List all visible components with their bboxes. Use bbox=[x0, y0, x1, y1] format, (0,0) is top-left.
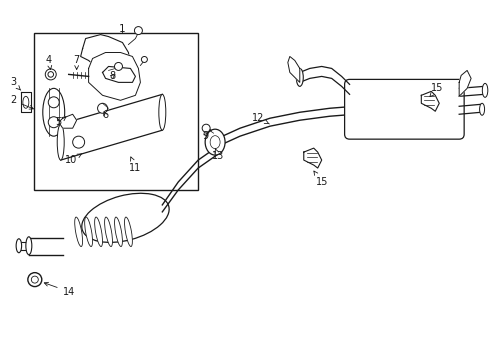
Text: 11: 11 bbox=[129, 157, 142, 173]
Circle shape bbox=[115, 62, 122, 71]
Text: 12: 12 bbox=[252, 113, 270, 124]
Text: 14: 14 bbox=[44, 282, 75, 297]
Ellipse shape bbox=[74, 217, 83, 247]
Circle shape bbox=[28, 273, 42, 287]
Text: 3: 3 bbox=[10, 77, 21, 90]
Ellipse shape bbox=[43, 88, 65, 136]
Ellipse shape bbox=[85, 217, 93, 247]
Polygon shape bbox=[81, 35, 130, 75]
Ellipse shape bbox=[210, 136, 220, 149]
Polygon shape bbox=[102, 67, 135, 82]
Text: 2: 2 bbox=[10, 95, 33, 109]
Circle shape bbox=[134, 27, 143, 35]
Ellipse shape bbox=[57, 124, 64, 160]
Text: 10: 10 bbox=[65, 154, 82, 165]
Polygon shape bbox=[59, 114, 76, 128]
Ellipse shape bbox=[159, 94, 166, 130]
Ellipse shape bbox=[205, 129, 225, 155]
Polygon shape bbox=[459, 71, 471, 96]
Text: 15: 15 bbox=[314, 171, 328, 187]
Circle shape bbox=[48, 72, 53, 77]
Ellipse shape bbox=[480, 103, 485, 115]
Ellipse shape bbox=[296, 68, 303, 86]
Circle shape bbox=[31, 276, 38, 283]
Polygon shape bbox=[421, 91, 439, 111]
Polygon shape bbox=[288, 57, 300, 82]
Text: 7: 7 bbox=[74, 55, 80, 69]
Circle shape bbox=[73, 136, 85, 148]
Ellipse shape bbox=[26, 237, 32, 255]
Ellipse shape bbox=[482, 84, 488, 97]
Ellipse shape bbox=[95, 217, 102, 247]
Text: 6: 6 bbox=[102, 110, 109, 120]
Ellipse shape bbox=[16, 239, 22, 253]
Polygon shape bbox=[21, 92, 31, 112]
Ellipse shape bbox=[82, 193, 169, 242]
Ellipse shape bbox=[23, 96, 29, 108]
Circle shape bbox=[142, 57, 147, 62]
Text: 8: 8 bbox=[109, 71, 116, 81]
Circle shape bbox=[45, 69, 56, 80]
Text: 5: 5 bbox=[55, 117, 66, 127]
Text: 1: 1 bbox=[119, 24, 126, 33]
Text: 9: 9 bbox=[202, 131, 208, 141]
Text: 4: 4 bbox=[46, 55, 52, 69]
Bar bbox=[34, 32, 198, 190]
Circle shape bbox=[48, 97, 59, 108]
Text: 15: 15 bbox=[430, 84, 443, 96]
Text: 13: 13 bbox=[212, 148, 224, 161]
Circle shape bbox=[98, 103, 107, 113]
Ellipse shape bbox=[124, 217, 132, 247]
Ellipse shape bbox=[115, 217, 122, 247]
Circle shape bbox=[48, 117, 59, 128]
Polygon shape bbox=[304, 148, 322, 168]
Polygon shape bbox=[89, 53, 141, 100]
Ellipse shape bbox=[104, 217, 112, 247]
FancyBboxPatch shape bbox=[344, 80, 464, 139]
Circle shape bbox=[202, 124, 210, 132]
